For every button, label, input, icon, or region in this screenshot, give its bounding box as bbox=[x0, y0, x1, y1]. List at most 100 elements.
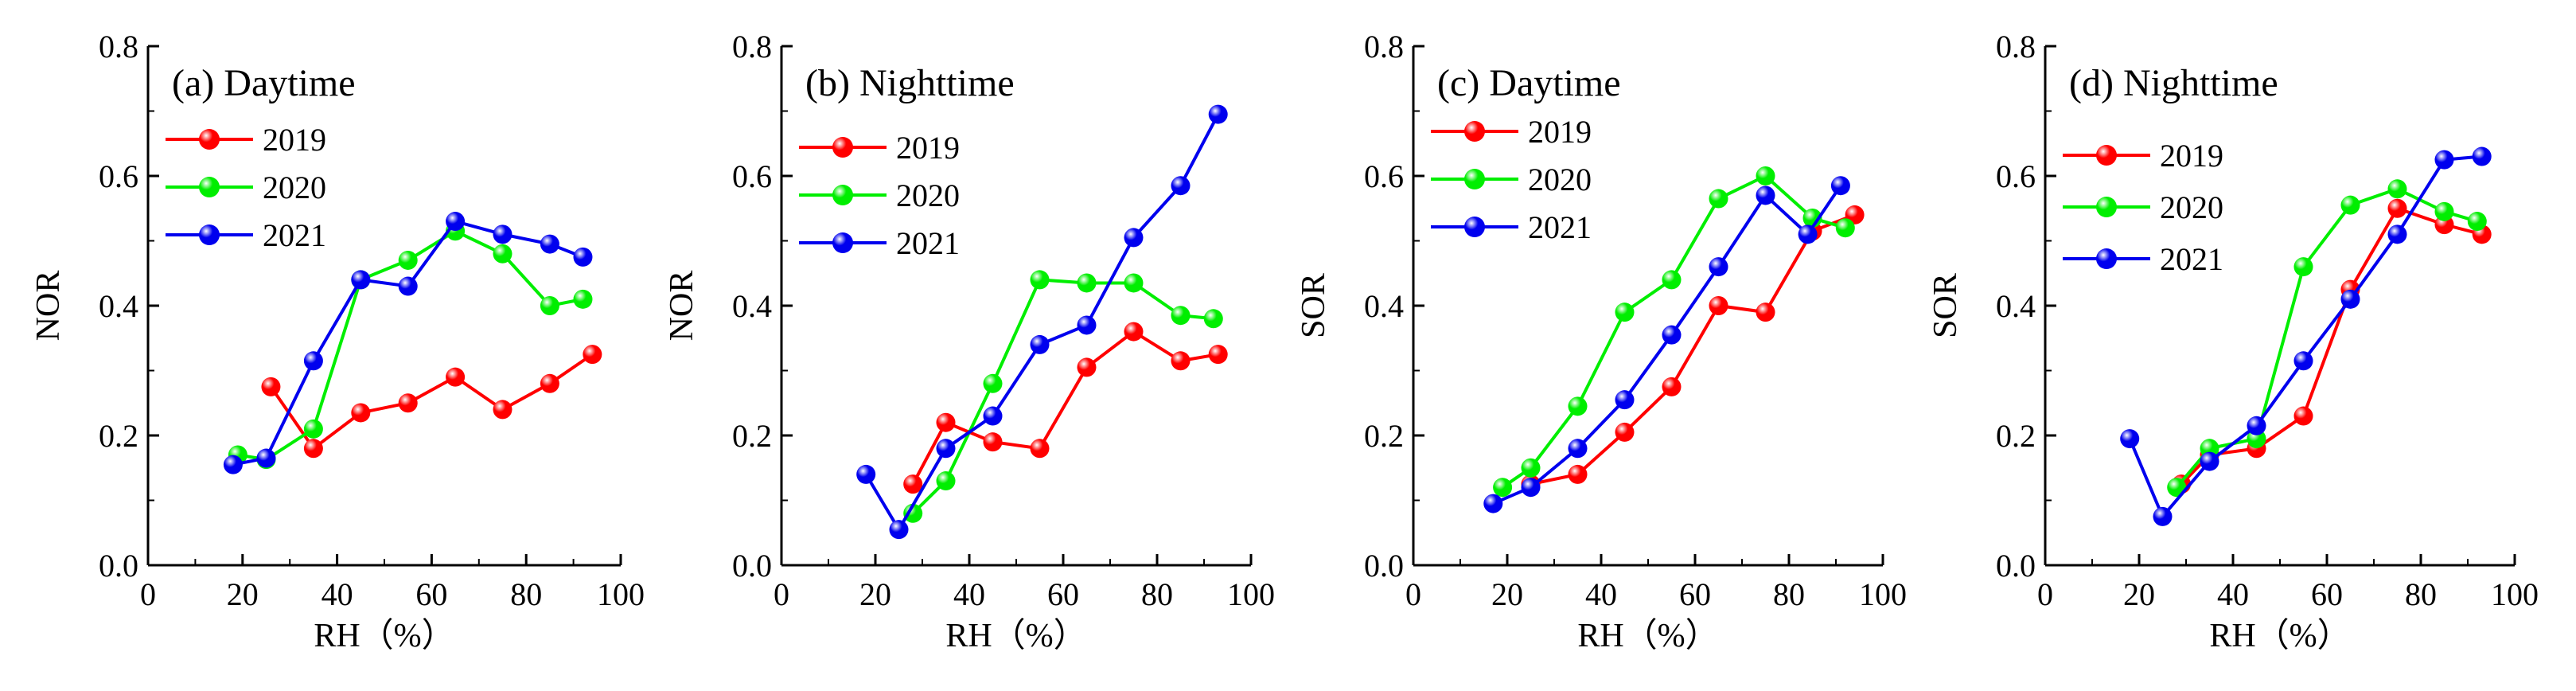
legend-entry-2021: 2021 bbox=[799, 225, 960, 261]
series-line-2019 bbox=[911, 330, 1219, 486]
data-point-2019 bbox=[936, 412, 956, 432]
legend-label: 2021 bbox=[263, 217, 326, 253]
panel-title: (a) Daytime bbox=[172, 62, 356, 104]
x-tick-label: 100 bbox=[1227, 576, 1275, 612]
y-tick-label: 0.6 bbox=[99, 158, 138, 194]
data-point-2019 bbox=[583, 345, 602, 365]
y-tick-label: 0.0 bbox=[1364, 548, 1404, 584]
legend-marker bbox=[1464, 169, 1485, 189]
series-line-2019 bbox=[2180, 206, 2483, 486]
data-point-2021 bbox=[1077, 315, 1097, 335]
data-point-2021 bbox=[2293, 351, 2313, 371]
data-point-2019 bbox=[351, 403, 371, 423]
data-point-2021 bbox=[1662, 325, 1682, 345]
chart-panel-3: 0.0 0.2 0.4 0.6 0.8 0 20 40 60 80 100 RH（%） SOR (d) N… bbox=[1927, 29, 2539, 654]
legend-marker bbox=[1464, 121, 1485, 142]
data-point-2019 bbox=[398, 393, 418, 413]
data-point-2021 bbox=[493, 224, 512, 244]
data-point-2019 bbox=[1615, 422, 1635, 442]
data-point-2021 bbox=[540, 234, 559, 254]
data-point-2020 bbox=[2293, 257, 2313, 277]
legend-label: 2020 bbox=[896, 178, 960, 213]
y-tick-label: 0.2 bbox=[1364, 418, 1404, 454]
data-point-2020 bbox=[1124, 273, 1144, 293]
data-point-2021 bbox=[1521, 478, 1541, 498]
data-point-2021 bbox=[1830, 176, 1850, 196]
data-point-2020 bbox=[1171, 306, 1191, 326]
data-point-2020 bbox=[303, 419, 323, 439]
data-point-2019 bbox=[446, 367, 466, 387]
data-point-2020 bbox=[983, 373, 1003, 393]
panel-title: (d) Nighttime bbox=[2069, 62, 2278, 104]
y-tick-label: 0.6 bbox=[1364, 158, 1404, 194]
legend-entry-2020: 2020 bbox=[799, 178, 960, 213]
x-tick-label: 40 bbox=[1585, 576, 1617, 612]
legend-marker bbox=[832, 137, 853, 158]
legend-marker bbox=[832, 185, 853, 205]
data-point-2020 bbox=[1030, 270, 1050, 290]
data-point-2021 bbox=[2120, 429, 2140, 449]
data-point-2021 bbox=[1798, 224, 1818, 244]
legend-label: 2019 bbox=[2160, 138, 2223, 174]
panel-title: (c) Daytime bbox=[1437, 62, 1621, 104]
legend-entry-2021: 2021 bbox=[166, 217, 326, 253]
x-tick-label: 80 bbox=[2405, 576, 2437, 612]
legend-entry-2021: 2021 bbox=[1431, 209, 1592, 245]
data-point-2020 bbox=[1521, 458, 1541, 478]
legend-label: 2021 bbox=[1528, 209, 1592, 245]
legend-label: 2020 bbox=[1528, 162, 1592, 197]
legend-marker bbox=[199, 224, 220, 245]
y-tick-label: 0.4 bbox=[1996, 288, 2036, 324]
chart-panel-0: 0.0 0.2 0.4 0.6 0.8 0 20 40 60 80 100 RH（%） NOR (a) D… bbox=[30, 29, 645, 654]
chart-panel-2: 0.0 0.2 0.4 0.6 0.8 0 20 40 60 80 100 RH（%） SOR (c) D… bbox=[1296, 29, 1907, 654]
data-point-2019 bbox=[1030, 439, 1050, 459]
x-tick-label: 100 bbox=[597, 576, 645, 612]
legend-label: 2021 bbox=[2160, 241, 2223, 277]
legend-label: 2021 bbox=[896, 225, 960, 261]
y-tick-label: 0.2 bbox=[1996, 418, 2036, 454]
data-point-2021 bbox=[1124, 228, 1144, 248]
data-point-2020 bbox=[1568, 396, 1588, 416]
series-line-2020 bbox=[911, 278, 1214, 515]
data-point-2021 bbox=[223, 455, 243, 474]
legend-label: 2020 bbox=[263, 170, 326, 205]
x-tick-label: 80 bbox=[510, 576, 542, 612]
data-point-2019 bbox=[1709, 296, 1728, 315]
series-line-2020 bbox=[2175, 187, 2478, 489]
x-tick-label: 20 bbox=[859, 576, 891, 612]
y-axis-title: SOR bbox=[1927, 273, 1964, 338]
data-point-2019 bbox=[261, 377, 281, 396]
y-tick-label: 0.8 bbox=[99, 29, 138, 64]
data-point-2020 bbox=[2340, 195, 2360, 215]
data-point-2020 bbox=[493, 244, 512, 264]
legend-marker bbox=[2096, 248, 2117, 269]
x-tick-label: 100 bbox=[2491, 576, 2539, 612]
data-point-2019 bbox=[2387, 198, 2407, 218]
data-point-2020 bbox=[1615, 303, 1635, 322]
data-point-2020 bbox=[1835, 218, 1855, 238]
data-point-2020 bbox=[573, 289, 593, 309]
data-point-2021 bbox=[2340, 289, 2360, 309]
data-point-2020 bbox=[1709, 189, 1728, 209]
data-point-2019 bbox=[1124, 322, 1144, 342]
x-axis-title: RH（%） bbox=[945, 618, 1086, 654]
y-tick-label: 0.2 bbox=[99, 418, 138, 454]
chart-panel-1: 0.0 0.2 0.4 0.6 0.8 0 20 40 60 80 100 RH（%） NOR (b) N… bbox=[664, 29, 1275, 654]
x-tick-label: 20 bbox=[1491, 576, 1523, 612]
data-point-2019 bbox=[540, 373, 559, 393]
legend-entry-2019: 2019 bbox=[166, 122, 326, 158]
legend-label: 2019 bbox=[263, 122, 326, 158]
data-point-2020 bbox=[1493, 478, 1513, 498]
data-point-2021 bbox=[1756, 185, 1775, 205]
data-point-2021 bbox=[936, 439, 956, 459]
x-tick-label: 80 bbox=[1773, 576, 1805, 612]
legend-entry-2020: 2020 bbox=[1431, 162, 1592, 197]
series-line-2019 bbox=[1530, 213, 1856, 486]
y-axis-title: NOR bbox=[30, 271, 67, 342]
data-point-2021 bbox=[1171, 176, 1191, 196]
y-tick-label: 0.0 bbox=[1996, 548, 2036, 584]
legend-label: 2019 bbox=[896, 130, 960, 166]
x-tick-label: 0 bbox=[2037, 576, 2053, 612]
data-point-2020 bbox=[2387, 179, 2407, 199]
legend-label: 2019 bbox=[1528, 114, 1592, 150]
